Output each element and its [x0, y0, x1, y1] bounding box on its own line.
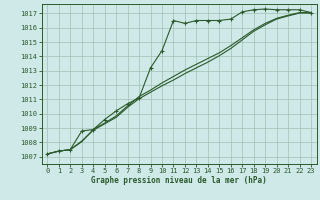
X-axis label: Graphe pression niveau de la mer (hPa): Graphe pression niveau de la mer (hPa) — [91, 176, 267, 185]
